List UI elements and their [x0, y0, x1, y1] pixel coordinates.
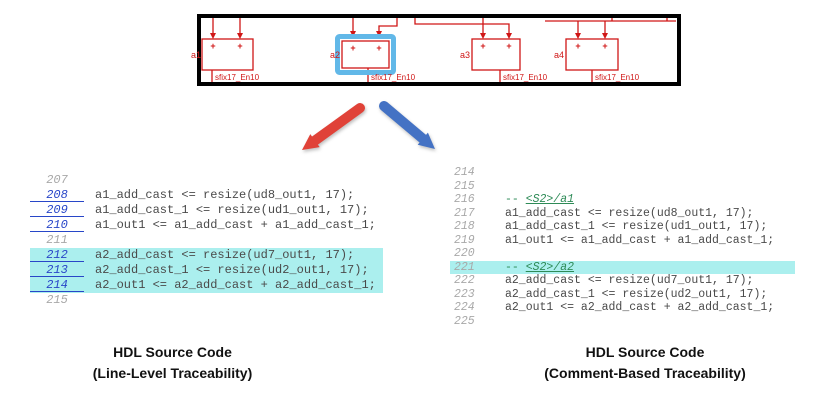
caption-line-level: HDL Source Code (Line-Level Traceability… — [85, 342, 260, 384]
code-line-213: 213 a2_add_cast_1 <= resize(ud2_out1, 17)… — [30, 263, 383, 278]
code-text: a2_add_cast <= resize(ud7_out1, 17); — [95, 248, 355, 262]
plus-port-icon: + — [602, 41, 607, 51]
line-number: 215 — [46, 293, 68, 307]
code-text: a1_add_cast <= resize(ud8_out1, 17); — [505, 206, 754, 220]
code-text: a1_out1 <= a1_add_cast + a1_add_cast_1; — [95, 218, 376, 232]
code-line-207: 207 — [30, 173, 383, 188]
code-text: a2_add_cast_1 <= resize(ud2_out1, 17); — [95, 263, 369, 277]
line-number-link[interactable]: 210 — [30, 218, 84, 232]
line-number: 214 — [454, 166, 475, 179]
signal-type-label: sfix17_En10 — [503, 73, 548, 82]
block-a1 — [201, 38, 254, 71]
plus-port-icon: + — [237, 41, 242, 51]
code-line-225: 225 — [450, 315, 795, 329]
code-line-209: 209 a1_add_cast_1 <= resize(ud1_out1, 17)… — [30, 203, 383, 218]
line-number-link[interactable]: 214 — [30, 278, 84, 292]
comment-prefix: -- — [505, 193, 526, 206]
code-text: a1_add_cast_1 <= resize(ud1_out1, 17); — [95, 203, 369, 217]
caption-title: HDL Source Code — [113, 344, 232, 360]
code-line-210: 210 a1_out1 <= a1_add_cast + a1_add_cast_… — [30, 218, 383, 233]
code-text: a1_add_cast_1 <= resize(ud1_out1, 17); — [505, 220, 768, 233]
line-number: 217 — [454, 206, 475, 220]
line-number: 211 — [46, 233, 68, 247]
code-line-220: 220 — [450, 247, 795, 261]
plus-port-icon: + — [506, 41, 511, 51]
line-number-link[interactable]: 209 — [30, 203, 84, 217]
plus-port-icon: + — [575, 41, 580, 51]
plus-port-icon: + — [210, 41, 215, 51]
signal-type-label: sfix17_En10 — [215, 73, 260, 82]
trace-arrows — [302, 101, 435, 150]
line-number: 218 — [454, 220, 475, 233]
code-line-224: 224 a2_out1 <= a2_add_cast + a2_add_cast_… — [450, 301, 795, 315]
line-number: 225 — [454, 314, 475, 328]
red-trace-arrow-icon — [302, 103, 365, 150]
comment-line: -- <S2>/a2 — [505, 261, 574, 274]
comment-prefix: -- — [505, 260, 526, 274]
signal-wires — [211, 18, 676, 82]
line-number-link[interactable]: 212 — [30, 248, 84, 262]
line-number: 220 — [454, 247, 475, 260]
code-text: a1_add_cast <= resize(ud8_out1, 17); — [95, 188, 355, 202]
line-number: 222 — [454, 274, 475, 287]
selection-halo — [335, 34, 396, 75]
code-line-214: 214 a2_out1 <= a2_add_cast + a2_add_cast_… — [30, 278, 383, 293]
comment-based-code-listing: 214 215 216 -- <S2>/a1 217 a1_add_cast <= res… — [450, 166, 795, 328]
code-line-208: 208 a1_add_cast <= resize(ud8_out1, 17); — [30, 188, 383, 203]
line-number: 224 — [454, 301, 475, 314]
code-line-215: 215 — [30, 293, 383, 308]
line-number: 215 — [454, 179, 475, 193]
model-diagram: a1 a2 a3 a4 + + + + + + + + sfix17_En10 … — [191, 14, 681, 86]
code-line-221: 221 -- <S2>/a2 — [450, 260, 795, 274]
code-line-222: 222 a2_add_cast <= resize(ud7_out1, 17); — [450, 274, 795, 288]
line-number: 207 — [46, 173, 68, 187]
plus-port-icon: + — [350, 43, 355, 53]
code-line-217: 217 a1_add_cast <= resize(ud8_out1, 17); — [450, 207, 795, 221]
block-name: a1 — [191, 50, 201, 60]
block-path-link[interactable]: <S2>/a1 — [525, 193, 575, 206]
block-name: a4 — [554, 50, 564, 60]
code-line-215: 215 — [450, 180, 795, 194]
code-line-219: 219 a1_out1 <= a1_add_cast + a1_add_cast_… — [450, 234, 795, 248]
code-text: a2_add_cast <= resize(ud7_out1, 17); — [505, 274, 754, 287]
line-number: 221 — [454, 260, 475, 274]
line-number: 216 — [454, 193, 475, 206]
plus-port-icon: + — [480, 41, 485, 51]
line-level-code-listing: 207 208 a1_add_cast <= resize(ud8_out1, 17… — [30, 173, 383, 308]
block-a4 — [565, 38, 619, 71]
plus-port-icon: + — [376, 43, 381, 53]
blue-trace-arrow-icon — [379, 101, 435, 149]
code-line-211: 211 — [30, 233, 383, 248]
line-number: 223 — [454, 287, 475, 301]
block-path-link[interactable]: <S2>/a2 — [525, 260, 575, 274]
code-text: a2_add_cast_1 <= resize(ud2_out1, 17); — [505, 287, 768, 301]
adder-blocks — [201, 38, 619, 71]
block-name: a2 — [330, 50, 340, 60]
caption-comment-based: HDL Source Code (Comment-Based Traceabil… — [505, 342, 785, 384]
block-name: a3 — [460, 50, 470, 60]
code-line-214: 214 — [450, 166, 795, 180]
code-text: a2_out1 <= a2_add_cast + a2_add_cast_1; — [95, 278, 376, 292]
block-a2[interactable] — [341, 40, 390, 69]
line-number-link[interactable]: 208 — [30, 188, 84, 202]
code-text: a1_out1 <= a1_add_cast + a1_add_cast_1; — [505, 233, 775, 247]
code-line-218: 218 a1_add_cast_1 <= resize(ud1_out1, 17)… — [450, 220, 795, 234]
signal-type-label: sfix17_En10 — [595, 73, 640, 82]
line-number: 219 — [454, 233, 475, 247]
block-a3 — [471, 38, 521, 71]
caption-subtitle: (Comment-Based Traceability) — [544, 365, 746, 381]
comment-line: -- <S2>/a1 — [505, 193, 574, 206]
signal-type-label: sfix17_En10 — [371, 73, 416, 82]
code-line-216: 216 -- <S2>/a1 — [450, 193, 795, 207]
code-text: a2_out1 <= a2_add_cast + a2_add_cast_1; — [505, 301, 775, 314]
code-line-212: 212 a2_add_cast <= resize(ud7_out1, 17); — [30, 248, 383, 263]
caption-title: HDL Source Code — [585, 344, 705, 360]
code-line-223: 223 a2_add_cast_1 <= resize(ud2_out1, 17)… — [450, 288, 795, 302]
caption-subtitle: (Line-Level Traceability) — [92, 365, 253, 381]
line-number-link[interactable]: 213 — [30, 263, 84, 277]
